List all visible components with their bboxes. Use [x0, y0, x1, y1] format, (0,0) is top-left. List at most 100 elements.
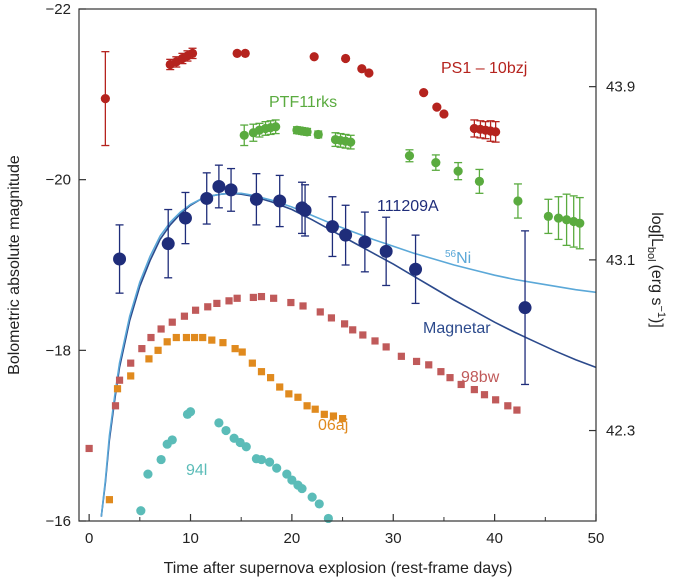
data-point: [225, 297, 233, 305]
curve-magnetar: [100, 192, 597, 517]
data-point: [221, 425, 231, 436]
data-point: [327, 314, 336, 322]
data-point: [341, 53, 351, 64]
x-tick-label: 40: [486, 530, 503, 547]
data-point: [241, 442, 251, 452]
data-point: [240, 48, 250, 58]
series-98bw: [85, 292, 521, 453]
model-curves: [100, 192, 597, 517]
data-point: [273, 194, 287, 208]
data-point: [513, 406, 521, 414]
data-point: [298, 203, 312, 217]
data-point: [357, 64, 367, 74]
data-point: [113, 385, 122, 393]
data-point: [270, 294, 278, 302]
data-point: [182, 333, 191, 342]
data-point: [272, 463, 282, 473]
data-point: [575, 218, 585, 228]
data-point: [257, 292, 266, 301]
data-point: [379, 244, 393, 258]
data-point: [287, 298, 295, 307]
y2-axis-title: log[Lbol (erg s−1)]: [645, 212, 667, 328]
data-point: [138, 345, 146, 353]
y-tick-label: −18: [46, 342, 71, 359]
data-point: [294, 393, 302, 401]
data-point: [409, 262, 423, 276]
data-point: [371, 337, 379, 345]
data-point: [309, 52, 319, 62]
data-point: [397, 352, 405, 360]
y2-title-sub: bol: [645, 247, 657, 262]
data-point: [480, 391, 489, 399]
data-point: [113, 252, 127, 266]
data-point: [513, 196, 523, 206]
data-point: [157, 325, 165, 333]
data-point: [543, 211, 553, 221]
data-point: [285, 390, 293, 398]
data-point: [518, 301, 532, 315]
data-point: [339, 228, 353, 242]
data-point: [287, 475, 297, 485]
data-point: [439, 109, 449, 119]
data-point: [453, 166, 463, 176]
data-point: [329, 412, 338, 420]
x-axis-title: Time after supernova explosion (rest-fra…: [164, 560, 513, 577]
label-98bw: 98bw: [461, 369, 500, 386]
data-point: [191, 306, 200, 314]
y2-title-part-1: log[L: [648, 212, 665, 247]
data-point: [346, 137, 356, 147]
label-56ni-element: Ni: [456, 250, 471, 267]
data-point: [190, 333, 199, 342]
data-point: [311, 405, 319, 413]
axis-ticks: 0 10 20 30 40 50 −22 −20 −18 −16 43.9 43.1 42.3: [46, 1, 636, 547]
data-point: [504, 402, 512, 410]
data-point: [143, 469, 153, 479]
data-point: [180, 312, 189, 320]
data-point: [264, 457, 275, 467]
data-point: [364, 68, 374, 78]
data-point: [163, 338, 171, 346]
data-point: [314, 499, 324, 509]
data-point: [446, 374, 454, 382]
data-point: [127, 359, 135, 367]
data-point: [266, 374, 275, 382]
data-point: [239, 130, 249, 140]
data-point: [382, 343, 390, 351]
data-point: [238, 348, 246, 356]
data-point: [359, 331, 367, 339]
data-point: [224, 183, 238, 197]
series-111209a: [113, 164, 532, 386]
data-point: [214, 418, 224, 428]
data-point: [100, 94, 110, 104]
data-point: [302, 127, 312, 137]
data-point: [307, 492, 317, 502]
series-ps1-10bzj: [100, 47, 501, 147]
data-point: [404, 151, 415, 161]
x-tick-label: 30: [385, 530, 402, 547]
data-point: [147, 333, 155, 342]
data-point: [248, 359, 256, 367]
data-point: [457, 380, 465, 389]
data-point: [437, 368, 445, 376]
label-56ni-superscript: 56: [445, 249, 457, 260]
data-point: [204, 303, 212, 311]
label-94l: 94l: [186, 462, 207, 479]
data-point: [323, 513, 333, 524]
y2-tick-label: 42.3: [606, 423, 635, 440]
data-point: [431, 158, 441, 168]
data-point: [208, 336, 216, 344]
label-56ni: 56Ni: [445, 249, 471, 267]
series-ptf11rks: [239, 119, 585, 250]
data-point: [231, 345, 239, 353]
data-point: [313, 129, 323, 140]
curve-56ni: [100, 192, 597, 517]
data-point: [492, 396, 500, 404]
data-point: [200, 191, 214, 205]
data-point: [256, 454, 267, 465]
data-point: [358, 235, 372, 249]
y2-tick-label: 43.9: [606, 79, 635, 96]
label-06aj: 06aj: [318, 417, 348, 434]
x-tick-label: 20: [284, 530, 301, 547]
